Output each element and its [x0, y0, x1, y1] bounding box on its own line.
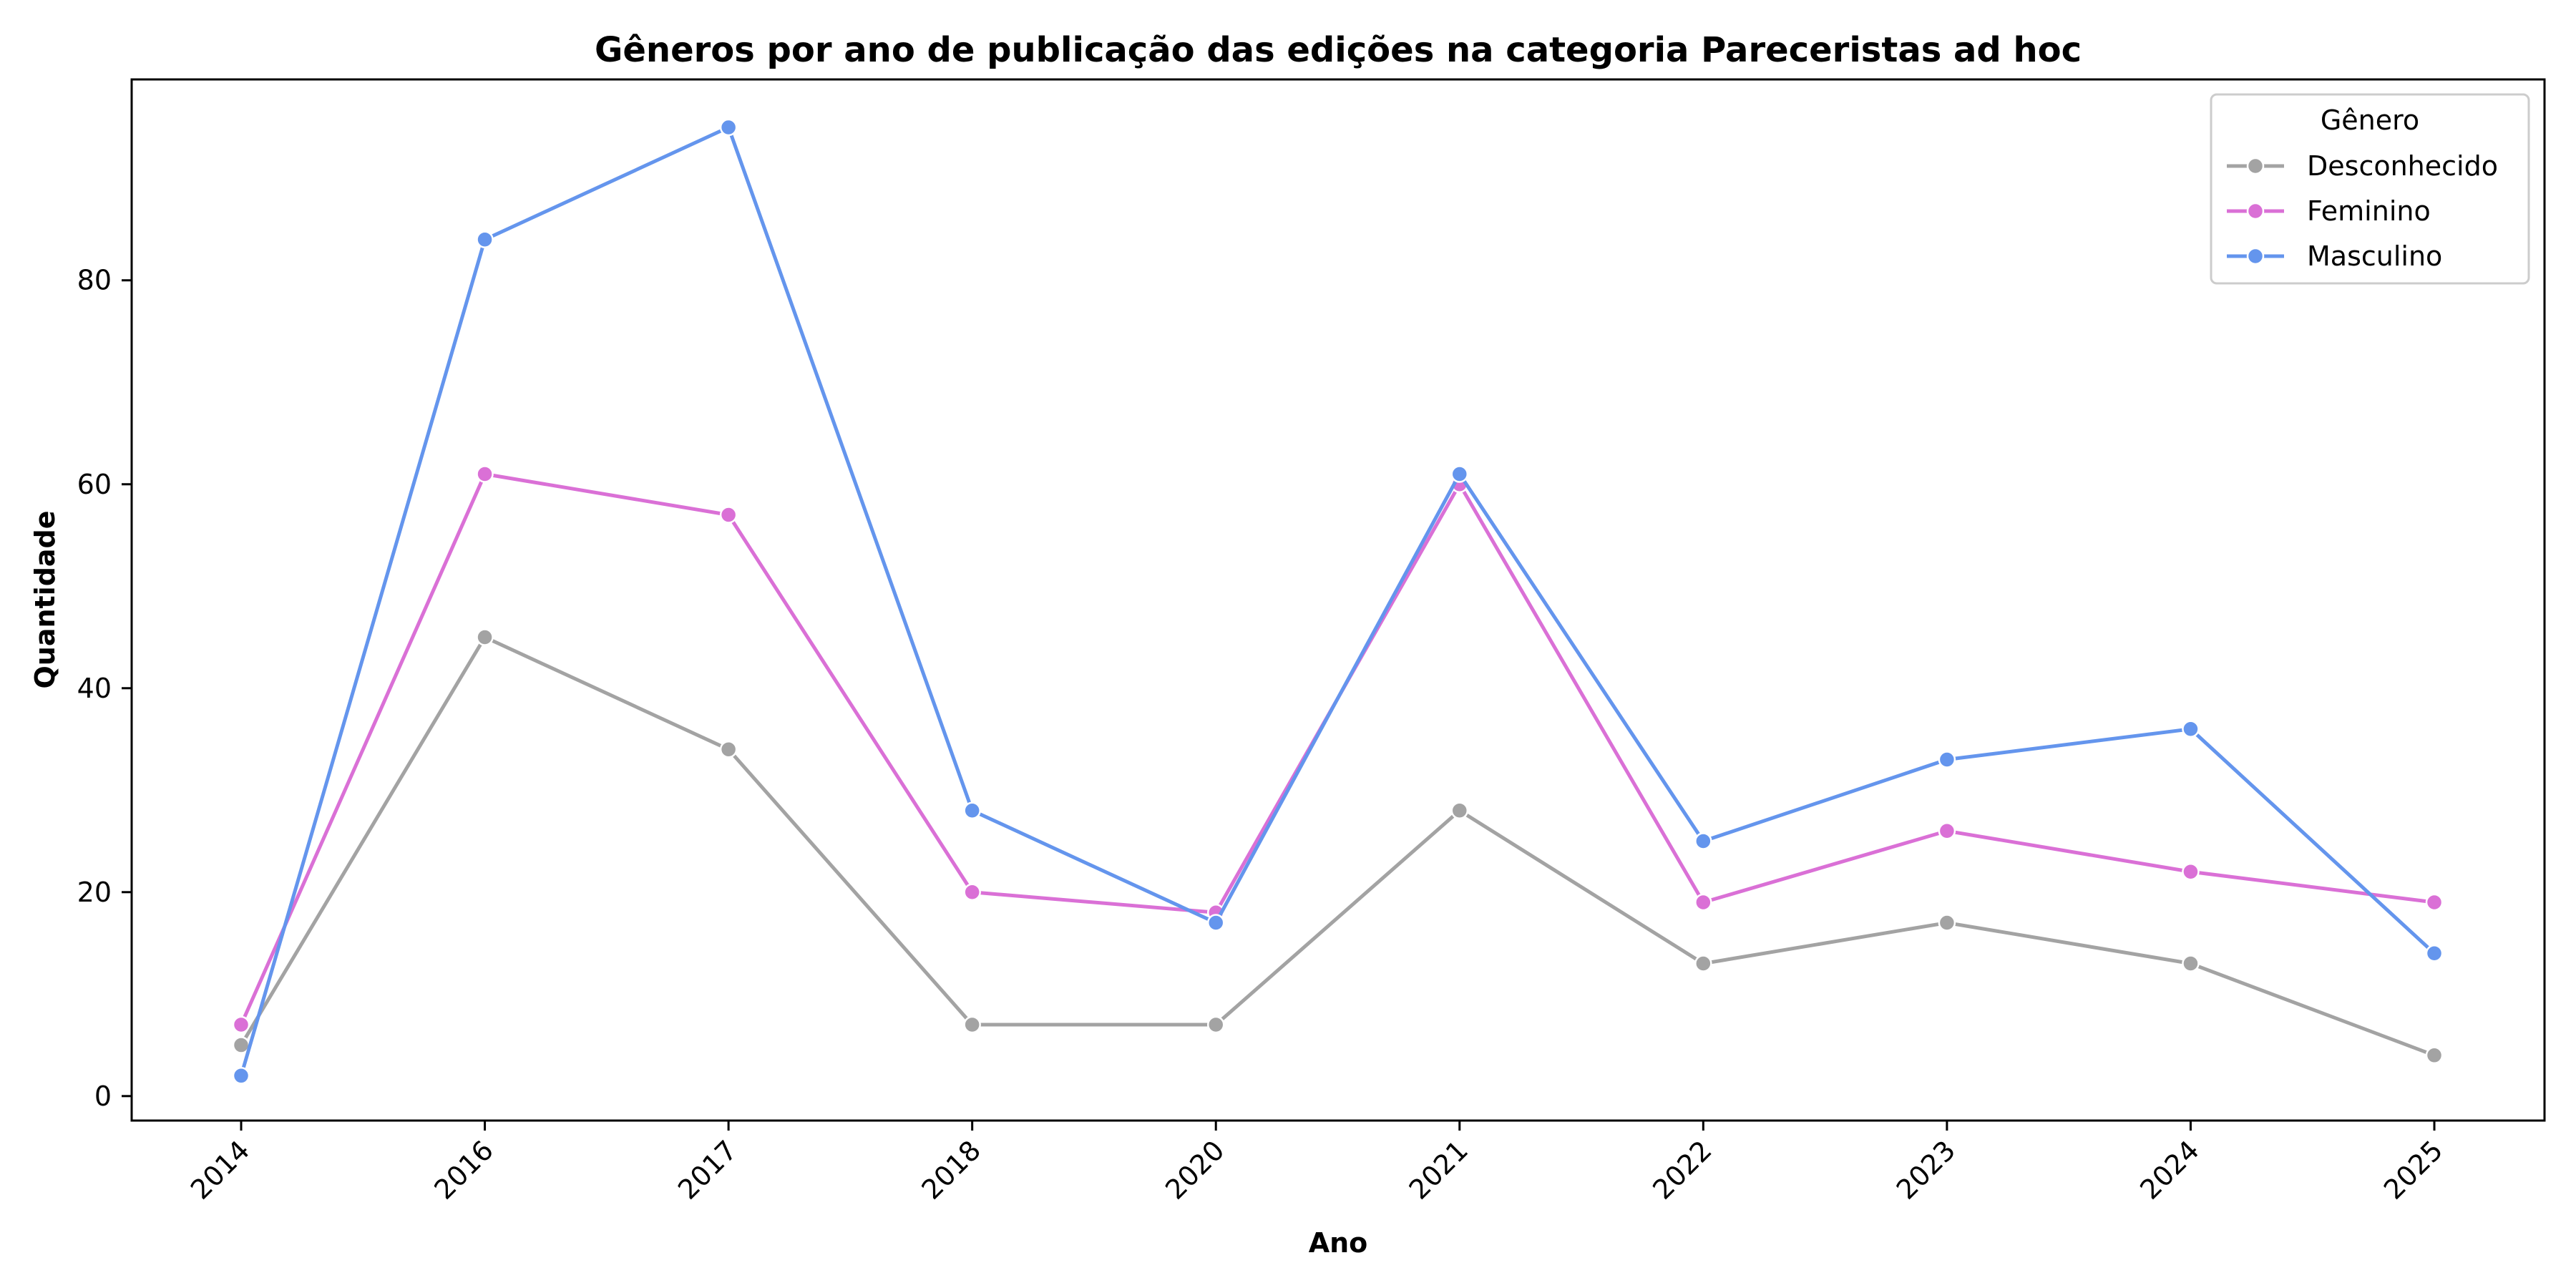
y-tick-label-40: 40	[77, 673, 112, 704]
point-masculino-2017	[719, 118, 738, 137]
y-tick-label-0: 0	[94, 1080, 112, 1112]
legend-frame	[2210, 93, 2530, 285]
legend-marker-desconhecido	[2246, 157, 2265, 175]
point-masculino-2020	[1206, 914, 1225, 932]
point-masculino-2014	[232, 1067, 250, 1085]
point-desconhecido-2024	[2182, 955, 2200, 972]
point-masculino-2021	[1450, 465, 1469, 483]
point-desconhecido-2018	[963, 1015, 981, 1034]
point-desconhecido-2020	[1206, 1015, 1225, 1034]
legend-label-masculino: Masculino	[2307, 240, 2442, 272]
point-feminino-2017	[719, 506, 738, 524]
legend-entries: Desconhecido Feminino Masculino	[2227, 150, 2498, 272]
point-desconhecido-2021	[1450, 801, 1469, 820]
point-feminino-2014	[232, 1015, 250, 1034]
chart-title: Gêneros por ano de publicação das ediçõe…	[595, 30, 2082, 70]
y-axis-ticks: 0 20 40 60 80	[77, 265, 132, 1112]
point-feminino-2024	[2182, 863, 2200, 881]
legend-marker-feminino	[2246, 202, 2265, 220]
series-layer	[232, 118, 2444, 1085]
y-tick-label-20: 20	[77, 877, 112, 908]
legend-marker-masculino	[2246, 247, 2265, 265]
point-feminino-2016	[476, 465, 494, 483]
legend: Gênero Desconhecido Feminino Masculino	[2210, 93, 2530, 285]
point-desconhecido-2023	[1938, 914, 1956, 932]
legend-title: Gênero	[2321, 104, 2419, 136]
series-masculino	[232, 118, 2444, 1085]
legend-entry-masculino: Masculino	[2227, 240, 2442, 272]
point-desconhecido-2022	[1694, 955, 1712, 972]
legend-label-desconhecido: Desconhecido	[2307, 150, 2498, 182]
point-masculino-2023	[1938, 751, 1956, 769]
point-feminino-2022	[1694, 893, 1712, 912]
y-tick-label-60: 60	[77, 469, 112, 500]
series-line-desconhecido	[239, 635, 2436, 1058]
point-desconhecido-2016	[476, 628, 494, 646]
plot-area-frame	[130, 78, 2546, 1122]
legend-entry-desconhecido: Desconhecido	[2227, 150, 2498, 182]
y-axis-label: Quantidade	[29, 510, 61, 688]
point-masculino-2016	[476, 230, 494, 248]
y-tick-label-80: 80	[77, 265, 112, 296]
point-desconhecido-2025	[2425, 1046, 2444, 1065]
point-masculino-2018	[963, 801, 981, 820]
point-masculino-2025	[2425, 945, 2444, 962]
point-masculino-2024	[2182, 720, 2200, 738]
point-feminino-2018	[963, 883, 981, 902]
series-desconhecido	[232, 628, 2444, 1065]
point-feminino-2025	[2425, 893, 2444, 912]
legend-entry-feminino: Feminino	[2227, 195, 2431, 227]
series-line-masculino	[239, 125, 2436, 1078]
point-masculino-2022	[1694, 832, 1712, 850]
legend-label-feminino: Feminino	[2307, 195, 2431, 227]
point-feminino-2023	[1938, 822, 1956, 840]
point-desconhecido-2017	[719, 741, 738, 758]
x-axis-label: Ano	[1309, 1227, 1368, 1259]
